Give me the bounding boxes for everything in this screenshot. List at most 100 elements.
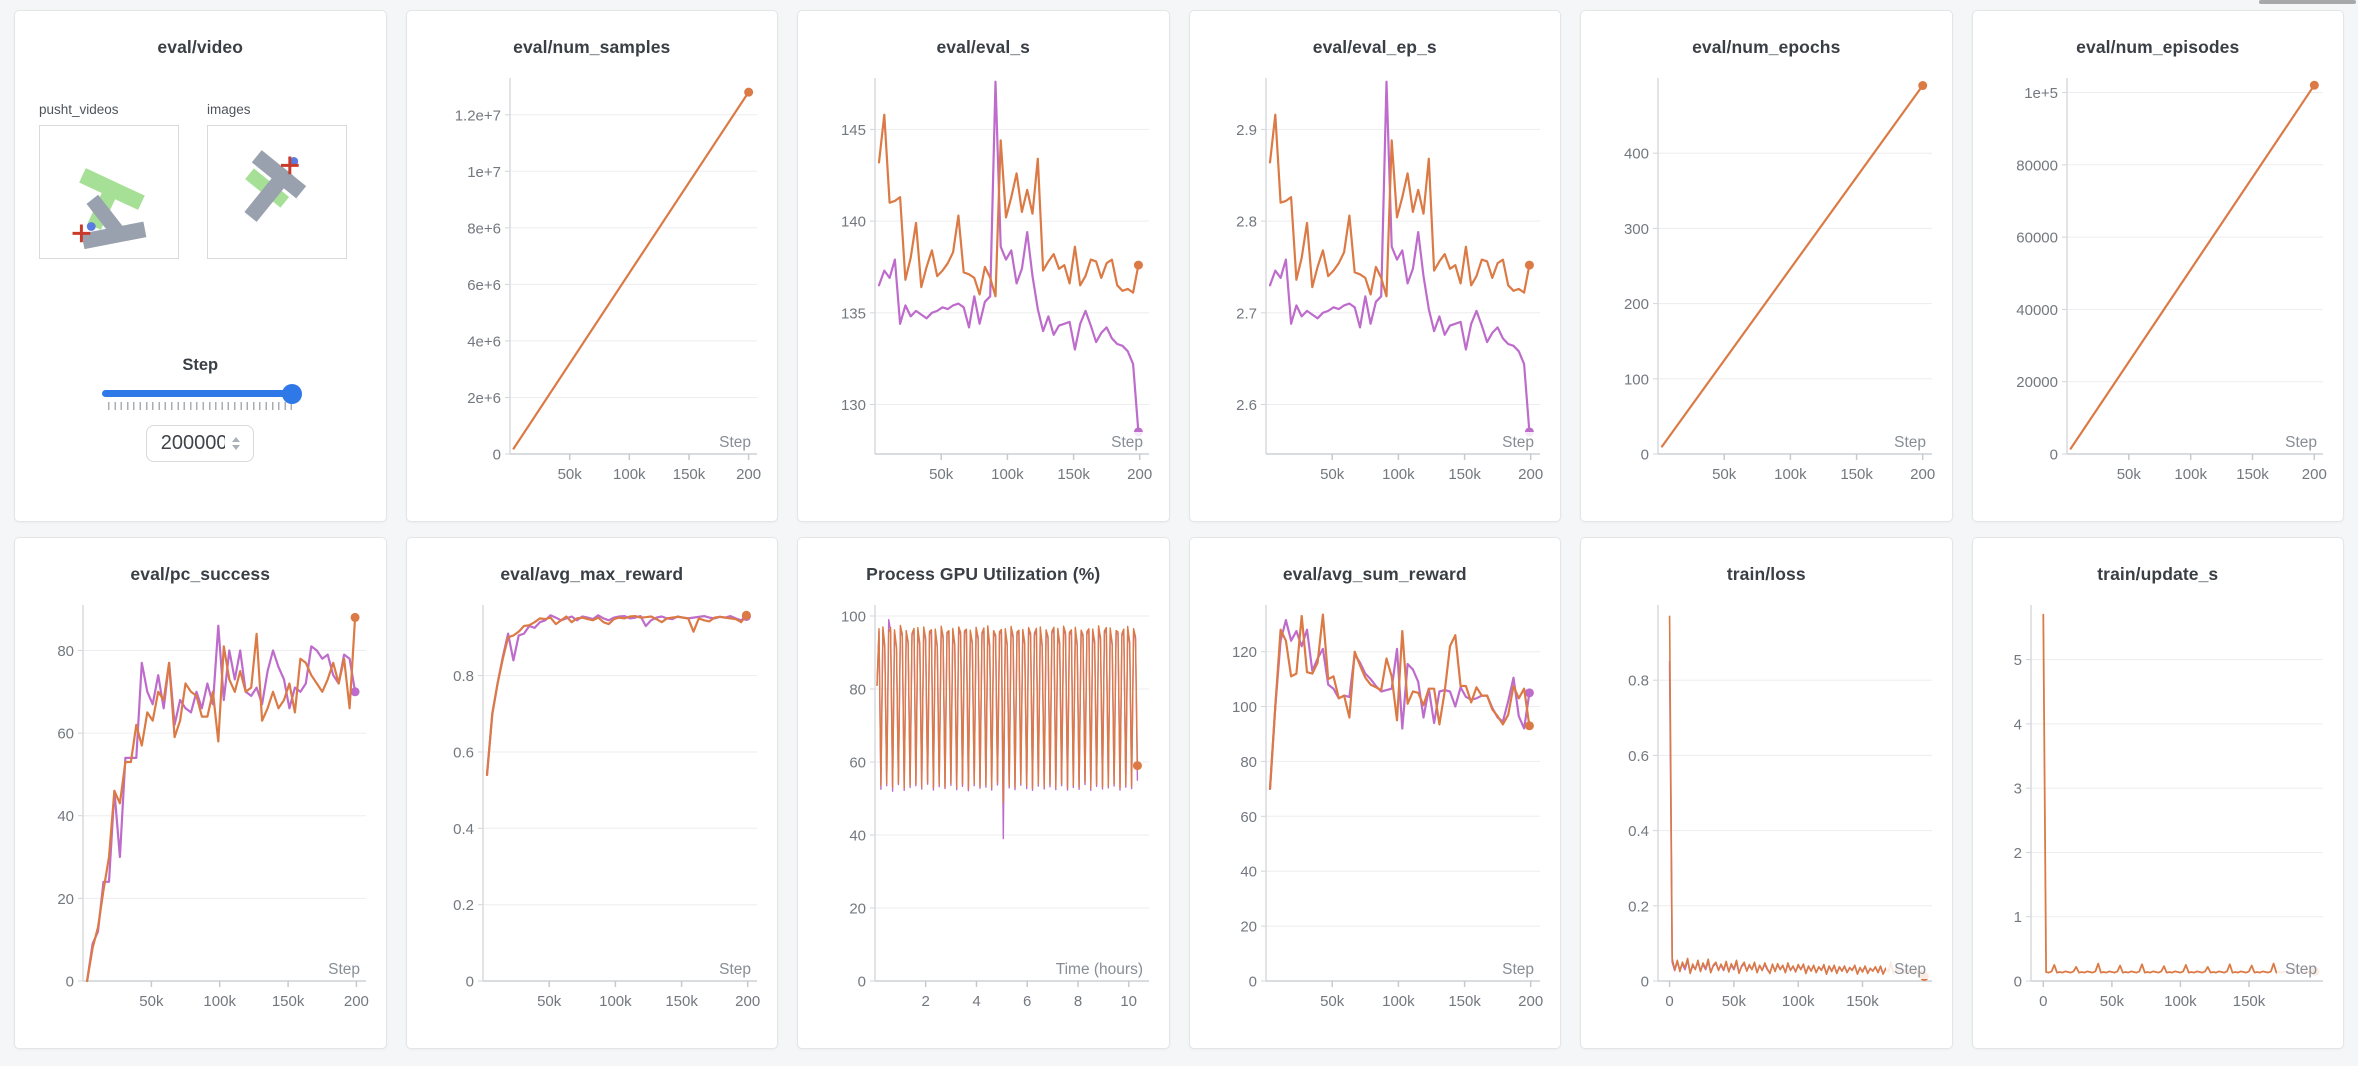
chart-eval-num-epochs[interactable]: 0 100 200 300 400 50k 100k 150k 200 Step [1581, 72, 1952, 504]
chart-eval-num-samples[interactable]: 0 2e+6 4e+6 6e+6 8e+6 1e+7 1.2e+7 50k 100k 150k 20… [407, 72, 778, 504]
chart-canvas[interactable]: 2.6 2.7 2.8 2.9 50k 100k 150k 200 Step [1201, 72, 1548, 504]
x-tick-label: 150k [1840, 466, 1873, 483]
chart-eval-eval-s[interactable]: 130 135 140 145 50k 100k 150k 200 Step [798, 72, 1169, 504]
step-slider-thumb[interactable] [282, 383, 303, 404]
y-tick-label: 20 [1241, 919, 1258, 936]
step-slider-track[interactable] [102, 390, 299, 397]
series-line [1269, 113, 1531, 298]
chart-eval-avg-sum-reward[interactable]: 0 20 40 60 80 100 120 50k 100k 150k 200 Step [1190, 599, 1561, 1031]
y-tick-label: 2.8 [1236, 214, 1257, 231]
chart-canvas[interactable]: 0 2e+6 4e+6 6e+6 8e+6 1e+7 1.2e+7 50k 100k 150k 20… [418, 72, 765, 504]
x-tick-label: 50k [1320, 993, 1345, 1010]
x-tick-label: 6 [1023, 993, 1031, 1010]
step-value-input[interactable] [160, 432, 225, 455]
x-tick-label: 100k [1382, 993, 1415, 1010]
y-tick-label: 20 [849, 901, 866, 918]
series-line [85, 616, 356, 983]
x-axis-label: Step [328, 961, 360, 978]
panel-title: eval/avg_sum_reward [1282, 564, 1467, 584]
chart-eval-avg-max-reward[interactable]: 0 0.2 0.4 0.6 0.8 50k 100k 150k 200 Step [407, 599, 778, 1031]
y-tick-label: 200 [1624, 296, 1649, 313]
y-tick-label: 1.2e+7 [455, 107, 501, 124]
x-tick-label: 200 [1910, 466, 1935, 483]
y-tick-label: 0.2 [1628, 898, 1649, 915]
x-axis-label-bg [711, 432, 756, 452]
x-tick-label: 50k [558, 466, 583, 483]
chart-train-update-s[interactable]: 0 1 2 3 4 5 0 50k 100k 150k Step [1973, 599, 2344, 1031]
chart-canvas[interactable]: 0 20000 40000 60000 80000 1e+5 50k 100k 150k 200 S… [1984, 72, 2331, 504]
y-tick-label: 100 [1624, 371, 1649, 388]
panel-title: train/update_s [2097, 564, 2219, 584]
series-line [1668, 660, 1925, 977]
chart-canvas[interactable]: 130 135 140 145 50k 100k 150k 200 Step [810, 72, 1157, 504]
chart-canvas[interactable]: 0 20 40 60 80 50k 100k 150k 200 Step [27, 599, 374, 1031]
x-tick-label: 8 [1074, 993, 1082, 1010]
x-axis-label-bg [1034, 959, 1147, 979]
panel-eval-num-samples: eval/num_samples 0 2e+6 4e+6 6e+6 8e+6 1e+7 1.… [405, 10, 778, 522]
y-tick-label: 120 [1232, 644, 1257, 661]
x-tick-label: 150k [1449, 466, 1482, 483]
y-tick-label: 0 [1640, 447, 1648, 464]
chart-process-gpu-utilization[interactable]: 0 20 40 60 80 100 2 4 6 8 10 Time (hours) [798, 599, 1169, 1031]
y-tick-label: 2.7 [1236, 305, 1257, 322]
series-line [512, 91, 750, 450]
y-tick-label: 0.6 [1628, 748, 1649, 765]
y-tick-label: 0 [857, 974, 865, 991]
series-line [877, 80, 1140, 434]
y-tick-label: 0 [65, 974, 73, 991]
x-tick-label: 200 [1127, 466, 1152, 483]
chart-canvas[interactable]: 0 0.2 0.4 0.6 0.8 0 50k 100k 150k Step [1593, 599, 1940, 1031]
panel-title: eval/avg_max_reward [500, 564, 684, 584]
x-tick-label: 200 [736, 466, 761, 483]
y-tick-label: 1e+5 [2024, 85, 2058, 102]
x-tick-label: 200 [1518, 993, 1543, 1010]
pusht-video-thumbnail[interactable] [39, 125, 179, 259]
x-tick-label: 50k [1712, 466, 1737, 483]
chart-canvas[interactable]: 0 0.2 0.4 0.6 0.8 50k 100k 150k 200 Step [418, 599, 765, 1031]
media-card-pusht-videos: pusht_videos [39, 102, 179, 259]
panel-train-update-s: train/update_s 0 1 2 3 4 5 0 50k 100k 150k Step [1971, 537, 2344, 1049]
agent-dot [289, 157, 299, 166]
y-tick-label: 40 [57, 808, 74, 825]
x-tick-label: 100k [991, 466, 1024, 483]
y-tick-label: 80 [1241, 754, 1258, 771]
series-end-dot [1917, 81, 1927, 91]
chart-canvas[interactable]: 0 100 200 300 400 50k 100k 150k 200 Step [1593, 72, 1940, 504]
step-spinner[interactable] [231, 437, 240, 450]
y-tick-label: 100 [1232, 699, 1257, 716]
y-tick-label: 60000 [2017, 230, 2059, 247]
chart-train-loss[interactable]: 0 0.2 0.4 0.6 0.8 0 50k 100k 150k Step [1581, 599, 1952, 1031]
y-tick-label: 80 [849, 682, 866, 699]
x-axis-label-bg [2277, 959, 2322, 979]
y-tick-label: 135 [841, 305, 866, 322]
chart-canvas[interactable]: 0 20 40 60 80 100 2 4 6 8 10 Time (hours) [810, 599, 1157, 1031]
y-tick-label: 4e+6 [467, 333, 501, 350]
spinner-down-icon[interactable] [231, 445, 240, 450]
x-axis-label-bg [1494, 959, 1539, 979]
panel-title: eval/eval_ep_s [1312, 37, 1437, 57]
panel-eval-video: eval/video pusht_videos [14, 10, 387, 522]
chart-eval-num-episodes[interactable]: 0 20000 40000 60000 80000 1e+5 50k 100k 150k 200 S… [1973, 72, 2344, 504]
y-tick-label: 1e+7 [467, 164, 501, 181]
horizontal-scrollbar-thumb[interactable] [2259, 0, 2356, 4]
step-slider-title: Step [182, 356, 219, 374]
chart-canvas[interactable]: 0 1 2 3 4 5 0 50k 100k 150k Step [1984, 599, 2331, 1031]
y-tick-label: 2e+6 [467, 390, 501, 407]
images-thumbnail[interactable] [207, 125, 347, 259]
panel-eval-avg-max-reward: eval/avg_max_reward 0 0.2 0.4 0.6 0.8 50k 100k… [405, 537, 778, 1049]
x-tick-label: 150k [2236, 466, 2269, 483]
y-tick-label: 4 [2014, 716, 2022, 733]
chart-eval-pc-success[interactable]: 0 20 40 60 80 50k 100k 150k 200 Step [15, 599, 386, 1031]
series-line [2069, 84, 2316, 450]
panel-title: eval/pc_success [130, 564, 271, 584]
y-tick-label: 3 [2014, 781, 2022, 798]
chart-canvas[interactable]: 0 20 40 60 80 100 120 50k 100k 150k 200 Step [1201, 599, 1548, 1031]
spinner-up-icon[interactable] [231, 437, 240, 442]
step-slider-ticks [108, 402, 293, 410]
y-tick-label: 0 [1249, 974, 1257, 991]
chart-eval-eval-ep-s[interactable]: 2.6 2.7 2.8 2.9 50k 100k 150k 200 Step [1190, 72, 1561, 504]
x-tick-label: 50k [2117, 466, 2142, 483]
x-tick-label: 0 [1665, 993, 1673, 1010]
y-tick-label: 300 [1624, 221, 1649, 238]
step-slider[interactable] [102, 383, 303, 404]
